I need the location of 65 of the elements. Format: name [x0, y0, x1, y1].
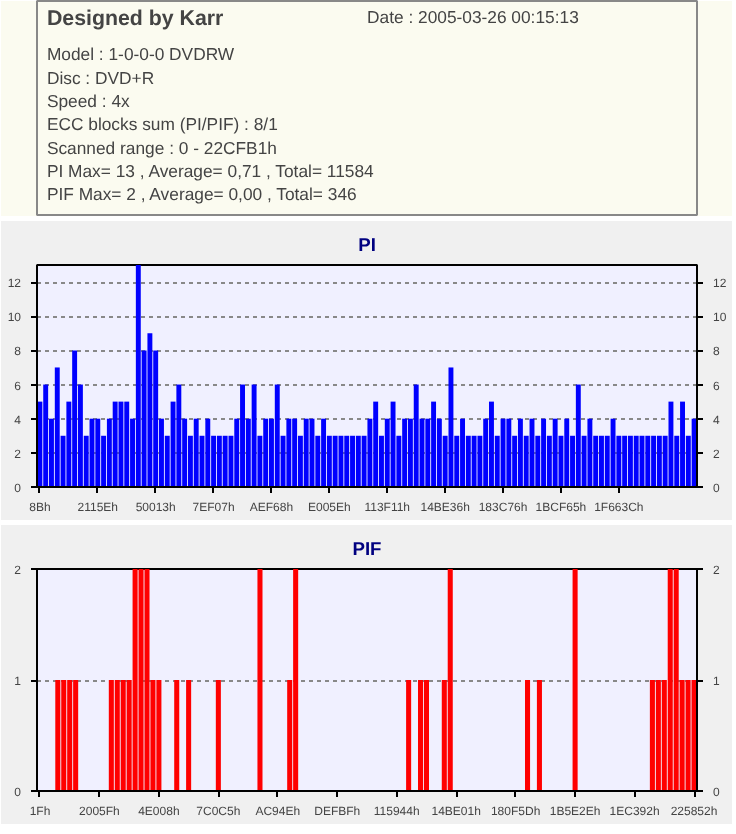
bar	[54, 367, 60, 487]
bar	[338, 435, 344, 487]
bar	[627, 435, 633, 487]
bar	[599, 435, 604, 487]
bar	[552, 418, 558, 487]
bar	[575, 384, 581, 487]
bar	[645, 435, 651, 487]
bar	[321, 418, 327, 487]
bar	[460, 418, 465, 487]
bar	[193, 418, 199, 487]
bar	[587, 418, 593, 487]
bar	[448, 367, 454, 487]
bar	[286, 418, 292, 487]
bar	[251, 384, 257, 487]
bar	[517, 418, 523, 487]
bar	[656, 435, 662, 487]
bar	[222, 435, 228, 487]
bar	[506, 418, 512, 487]
bar	[622, 435, 628, 487]
text: Date : 2005-03-26 00:15:13	[367, 7, 580, 28]
text: Designed by Karr	[46, 7, 224, 32]
chart-title: PI	[358, 235, 376, 255]
bar	[147, 333, 153, 487]
bar	[72, 350, 78, 487]
text: Model : 1-0-0-0 DVDRW	[46, 44, 236, 65]
bar	[610, 418, 616, 487]
bar	[373, 401, 379, 487]
text: Disc : DVD+R	[46, 67, 155, 88]
text: Speed : 4x	[46, 90, 132, 111]
bar	[216, 435, 222, 487]
bar	[355, 435, 361, 487]
bar	[489, 401, 494, 487]
bar	[344, 435, 350, 487]
bar	[112, 401, 118, 487]
bar	[651, 435, 657, 487]
bar	[124, 401, 130, 487]
bar	[564, 418, 570, 487]
bar	[205, 418, 211, 487]
bar	[500, 418, 506, 487]
bar	[118, 401, 124, 487]
bar	[240, 384, 245, 487]
bar	[413, 384, 419, 487]
bar	[43, 384, 49, 487]
bar	[176, 384, 182, 487]
bar	[390, 401, 396, 487]
text: PIF Max= 2 , Average= 0,00 , Total= 346	[46, 184, 358, 205]
bar	[402, 418, 408, 487]
bar	[135, 265, 141, 487]
text: PI Max= 13 , Average= 0,71 , Total= 11584	[46, 160, 375, 181]
text: Scanned range : 0 - 22CFB1h	[46, 137, 278, 158]
bar	[303, 418, 309, 487]
bar	[274, 384, 280, 487]
bar	[332, 435, 338, 487]
bar	[633, 435, 639, 487]
bar	[292, 418, 298, 487]
bar	[668, 401, 674, 487]
bar	[431, 401, 437, 487]
bar	[541, 418, 547, 487]
bar	[471, 435, 477, 487]
text: ECC blocks sum (PI/PIF) : 8/1	[46, 114, 279, 135]
bar	[680, 401, 685, 487]
bar	[95, 418, 101, 487]
bar	[263, 418, 269, 487]
bar	[350, 435, 355, 487]
chart-title: PIF	[352, 539, 383, 559]
